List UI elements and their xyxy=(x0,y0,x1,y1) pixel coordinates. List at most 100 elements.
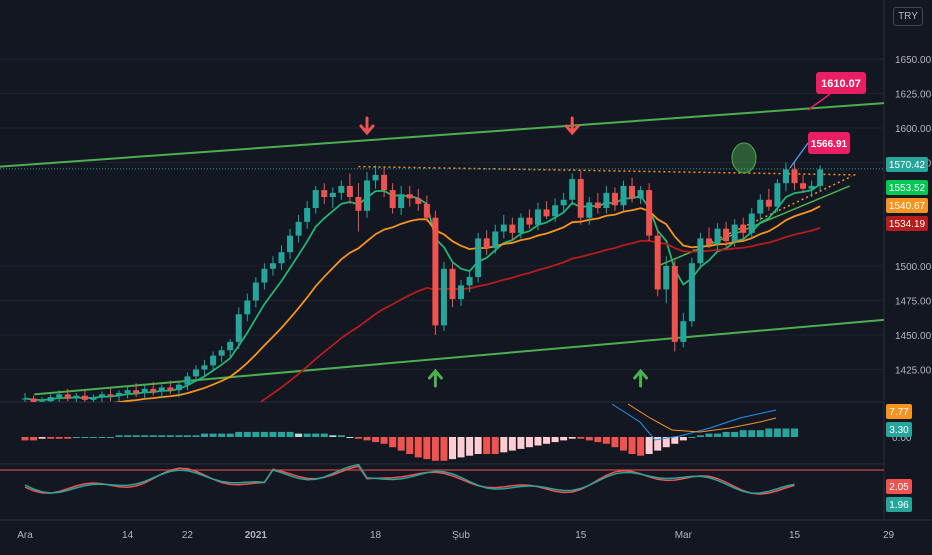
candle-body xyxy=(611,192,618,206)
price-tick-label: 1475.00 xyxy=(895,297,932,308)
macd-histogram-bar xyxy=(312,433,320,437)
macd-histogram-bar xyxy=(30,437,38,441)
macd-histogram-bar xyxy=(55,437,63,439)
macd-histogram-bar xyxy=(183,435,191,437)
candle-body xyxy=(492,231,499,249)
trendline-layer xyxy=(0,102,884,396)
macd-histogram-bar xyxy=(620,437,627,451)
candle-body xyxy=(141,388,148,393)
candle-body xyxy=(440,268,447,326)
macd-pane: 0.00 xyxy=(21,403,912,461)
candle-body xyxy=(218,350,225,356)
macd-histogram-bar xyxy=(517,437,525,449)
macd-histogram-bar xyxy=(551,437,559,443)
price-badge xyxy=(886,180,928,195)
macd-histogram-bar xyxy=(201,433,209,437)
candle-body xyxy=(526,217,533,225)
macd-histogram-bar xyxy=(508,437,516,451)
candle-body xyxy=(697,238,704,264)
time-tick-label: Mar xyxy=(675,530,693,541)
macd-zero-label: 0.00 xyxy=(892,433,912,444)
macd-histogram-bar xyxy=(115,435,123,437)
candle-body xyxy=(817,169,824,186)
candle-body xyxy=(586,202,593,218)
candle-body xyxy=(90,397,97,400)
macd-histogram-bar xyxy=(637,437,645,456)
candle-body xyxy=(406,194,413,199)
macd-histogram-bar xyxy=(602,437,610,444)
macd-histogram-bar xyxy=(654,437,662,451)
candle-body xyxy=(338,185,345,193)
macd-histogram-bar xyxy=(577,437,585,439)
candle-body xyxy=(389,190,396,209)
candle-body xyxy=(782,169,789,184)
oscillator-pane xyxy=(0,463,884,495)
oscillator-badge xyxy=(886,497,912,512)
price-tick-label: 1625.00 xyxy=(895,90,932,101)
candle-body xyxy=(201,365,208,370)
time-tick-label: Şub xyxy=(452,530,470,541)
candle-body xyxy=(381,174,388,191)
highlight-circle xyxy=(731,142,757,174)
candle-body xyxy=(158,387,165,392)
macd-line xyxy=(611,403,777,441)
currency-selector[interactable]: TRY xyxy=(893,7,923,26)
candle-body xyxy=(295,221,302,236)
macd-histogram-bar xyxy=(773,428,781,437)
macd-histogram-bar xyxy=(414,437,422,458)
macd-histogram-bar xyxy=(303,433,311,437)
macd-histogram-bar xyxy=(406,437,414,454)
macd-histogram-bar xyxy=(209,433,217,437)
candle-body xyxy=(535,209,541,225)
channel-bottom-trendline xyxy=(34,318,884,396)
candle-body xyxy=(124,390,131,393)
price-badge xyxy=(886,216,928,231)
candle-body xyxy=(116,392,123,396)
macd-histogram-bar xyxy=(243,431,251,437)
candle-body xyxy=(252,282,259,301)
macd-histogram-bar xyxy=(782,428,790,437)
moving-average-layer xyxy=(24,183,821,402)
candle-body xyxy=(107,394,114,396)
candle-body xyxy=(483,238,490,249)
macd-histogram-bar xyxy=(38,437,46,439)
candle-body xyxy=(312,190,319,209)
macd-histogram-bar xyxy=(166,435,174,437)
macd-histogram-bar xyxy=(671,437,679,444)
candle-body xyxy=(714,228,721,244)
macd-histogram-bar xyxy=(500,437,508,453)
candle-body xyxy=(346,185,353,197)
candle-body xyxy=(210,355,217,366)
candle-body xyxy=(244,300,251,315)
candle-body xyxy=(175,384,182,391)
grid-layer xyxy=(0,0,932,521)
macd-badge xyxy=(886,422,912,437)
time-tick-label: 15 xyxy=(575,530,587,541)
candle-body xyxy=(466,277,473,286)
time-tick-label: 14 xyxy=(122,530,134,541)
candle-body xyxy=(235,314,242,342)
candle-body xyxy=(688,263,695,322)
macd-histogram-bar xyxy=(132,435,140,437)
macd-histogram-bar xyxy=(449,437,456,460)
candle-body xyxy=(22,398,28,400)
macd-histogram-bar xyxy=(696,435,704,437)
channel-top-trendline xyxy=(0,102,884,168)
candle-body xyxy=(646,190,653,236)
moving-average-line xyxy=(24,183,821,402)
macd-histogram-bar xyxy=(337,435,345,437)
candle-body xyxy=(671,266,678,342)
macd-histogram-bar xyxy=(389,437,397,448)
candle-body xyxy=(269,263,276,269)
callout-label: 1566.91 xyxy=(811,139,848,150)
candle-body xyxy=(603,192,610,209)
macd-histogram-bar xyxy=(269,431,277,437)
macd-histogram-bar xyxy=(739,430,747,437)
macd-histogram-bar xyxy=(286,431,294,437)
macd-histogram-bar xyxy=(714,433,722,437)
candle-body xyxy=(637,190,644,199)
callout-pointer xyxy=(789,142,809,169)
candle-body xyxy=(372,174,379,181)
candle-body xyxy=(509,224,516,233)
